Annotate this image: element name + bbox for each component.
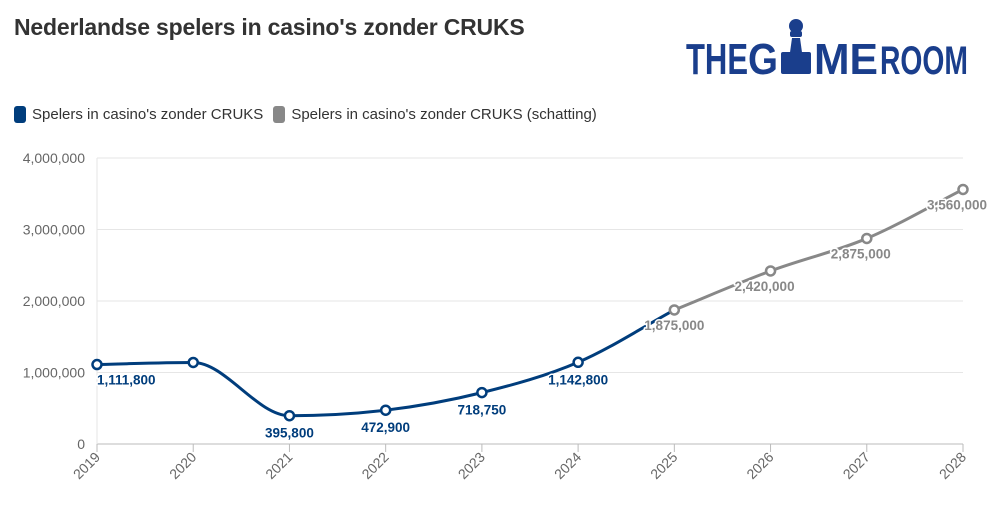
data-point: [379, 404, 392, 416]
y-tick-label: 2,000,000: [23, 293, 85, 309]
x-tick-label: 2019: [70, 449, 103, 482]
legend: Spelers in casino's zonder CRUKS Spelers…: [14, 106, 607, 123]
logo-text-the: THE: [686, 35, 748, 80]
y-tick-label: 3,000,000: [23, 222, 85, 238]
data-point: [91, 358, 103, 371]
data-label: 1,111,800: [97, 373, 156, 388]
logo-text-room: ROOM: [880, 39, 968, 80]
legend-item-estimate[interactable]: Spelers in casino's zonder CRUKS (schatt…: [273, 106, 597, 123]
data-point: [572, 356, 584, 369]
y-tick-label: 0: [77, 436, 85, 452]
data-label: 2,875,000: [831, 246, 891, 261]
x-tick-label: 2024: [551, 449, 584, 482]
legend-label-actual: Spelers in casino's zonder CRUKS: [32, 106, 264, 123]
data-point: [187, 356, 199, 369]
x-tick-label: 2028: [936, 449, 969, 482]
logo-text-g: G: [748, 35, 778, 80]
data-label: 1,142,800: [548, 372, 608, 387]
legend-item-actual[interactable]: Spelers in casino's zonder CRUKS: [14, 106, 263, 123]
x-tick-label: 2021: [262, 449, 295, 482]
data-label: 472,900: [361, 420, 410, 435]
x-tick-label: 2023: [455, 449, 488, 482]
data-point: [476, 386, 488, 399]
series-line-estimate: [672, 187, 965, 312]
legend-label-estimate: Spelers in casino's zonder CRUKS (schatt…: [291, 106, 597, 123]
data-point: [957, 183, 969, 196]
legend-swatch-actual: [14, 106, 26, 123]
x-tick-label: 2020: [166, 449, 199, 482]
data-point: [764, 265, 777, 277]
y-tick-label: 4,000,000: [23, 150, 85, 166]
logo-text-me: ME: [814, 35, 878, 80]
x-tick-label: 2022: [358, 449, 391, 482]
data-point: [283, 409, 296, 422]
data-label: 2,420,000: [735, 279, 795, 294]
x-tick-label: 2027: [840, 449, 873, 482]
data-label: 1,875,000: [644, 318, 704, 333]
thegameroom-logo: THE G ME ROOM: [686, 19, 968, 80]
data-point: [861, 232, 873, 245]
data-label: 395,800: [265, 426, 314, 441]
series-line-actual: [95, 308, 676, 418]
chart-title: Nederlandse spelers in casino's zonder C…: [14, 14, 525, 40]
x-tick-label: 2025: [647, 449, 680, 482]
x-tick-label: 2026: [743, 449, 776, 482]
legend-swatch-estimate: [273, 106, 286, 123]
data-point: [668, 304, 681, 316]
y-tick-label: 1,000,000: [23, 365, 85, 381]
data-label: 718,750: [457, 403, 506, 418]
data-label: 3,560,000: [927, 197, 987, 212]
chess-pawn-icon: [781, 19, 811, 74]
